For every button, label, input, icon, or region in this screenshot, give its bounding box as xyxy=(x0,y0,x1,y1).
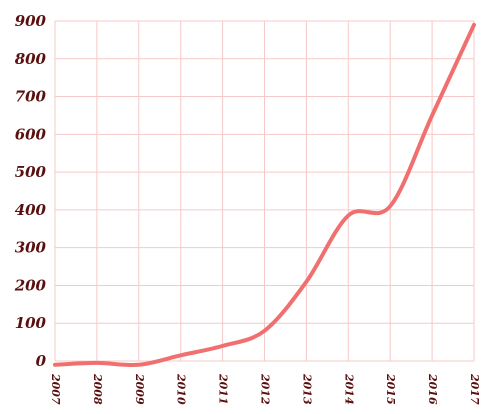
y-tick-label: 700 xyxy=(15,88,47,106)
x-tick-label: 2014 xyxy=(342,373,355,405)
x-axis-ticks: 2007 2008 2009 2010 2011 2012 2013 2014 2015 2016… xyxy=(49,373,481,405)
y-axis-ticks: 0 100 200 300 400 500 600 700 800 900 xyxy=(14,12,47,370)
y-tick-label: 600 xyxy=(15,125,47,143)
data-point xyxy=(179,353,183,357)
y-tick-label: 200 xyxy=(14,276,47,294)
y-tick-label: 500 xyxy=(15,163,47,181)
data-point xyxy=(430,113,434,117)
series xyxy=(53,22,476,368)
data-point xyxy=(304,280,308,284)
data-point xyxy=(95,361,99,365)
data-point xyxy=(221,344,225,348)
x-tick-label: 2007 xyxy=(49,373,62,405)
x-tick-label: 2010 xyxy=(175,373,188,405)
data-point xyxy=(388,204,392,208)
data-point xyxy=(263,329,267,333)
x-tick-label: 2016 xyxy=(426,373,439,405)
grid xyxy=(54,20,475,362)
y-tick-label: 400 xyxy=(15,201,47,219)
x-tick-label: 2017 xyxy=(468,373,481,405)
x-tick-label: 2012 xyxy=(259,373,272,405)
data-point xyxy=(53,363,57,367)
data-point xyxy=(346,214,350,218)
data-point xyxy=(472,23,476,27)
y-tick-label: 100 xyxy=(15,314,47,332)
y-tick-label: 300 xyxy=(15,239,47,257)
y-tick-label: 800 xyxy=(15,50,47,68)
x-tick-label: 2013 xyxy=(300,373,313,405)
y-tick-label: 900 xyxy=(15,12,47,30)
x-tick-label: 2011 xyxy=(217,373,230,405)
x-tick-label: 2009 xyxy=(133,373,146,405)
data-point xyxy=(137,363,141,367)
x-tick-label: 2008 xyxy=(91,373,104,405)
x-tick-label: 2015 xyxy=(384,373,397,405)
series-line xyxy=(53,22,476,368)
y-tick-label: 0 xyxy=(36,352,47,370)
